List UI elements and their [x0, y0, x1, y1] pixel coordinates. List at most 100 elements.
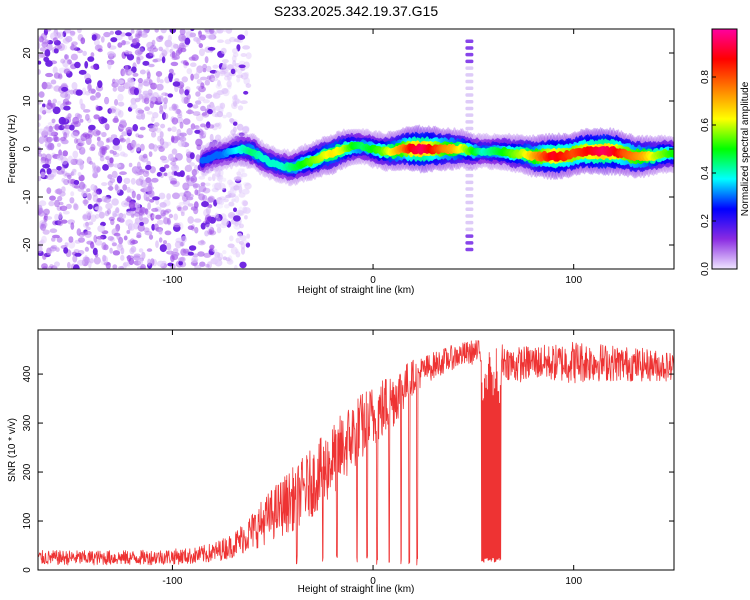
heatmap-noise-blob: [38, 114, 42, 121]
heatmap-x-tick-label: 100: [565, 275, 582, 286]
heatmap-noise-blob: [112, 86, 118, 92]
heatmap-noise-blob: [180, 47, 187, 53]
heatmap-noise-blob: [243, 90, 249, 95]
heatmap-noise-blob: [193, 201, 199, 209]
heatmap-noise-blob: [61, 86, 69, 92]
heatmap-noise-blob: [112, 250, 121, 256]
heatmap-noise-blob: [130, 246, 137, 253]
heatmap-noise-blob: [212, 108, 216, 114]
heatmap-noise-blob: [163, 217, 169, 225]
heatmap-noise-blob: [112, 144, 120, 151]
heatmap-noise-blob: [186, 109, 194, 115]
heatmap-noise-blob: [207, 124, 215, 129]
heatmap-noise-blob: [142, 170, 150, 177]
heatmap-noise-blob: [187, 203, 194, 207]
heatmap-noise-blob: [132, 72, 139, 77]
heatmap-noise-blob: [96, 140, 104, 147]
heatmap-noise-blob: [226, 259, 234, 265]
heatmap-noise-blob: [130, 140, 137, 148]
heatmap-noise-blob: [151, 39, 156, 46]
heatmap-noise-blob: [90, 214, 97, 223]
heatmap-noise-blob: [76, 228, 82, 236]
heatmap-noise-blob: [184, 164, 193, 172]
heatmap-noise-blob: [158, 192, 166, 200]
heatmap-noise-blob: [45, 136, 54, 143]
heatmap-noise-blob: [235, 237, 240, 244]
heatmap-noise-blob: [229, 235, 234, 242]
heatmap-noise-blob: [107, 162, 114, 168]
heatmap-noise-blob: [106, 208, 112, 215]
heatmap-noise-blob: [87, 203, 93, 210]
heatmap-stripe-cell: [465, 247, 474, 252]
heatmap-noise-blob: [151, 177, 159, 183]
heatmap-noise-blob: [64, 54, 68, 60]
heatmap-noise-blob: [109, 157, 114, 164]
heatmap-noise-blob: [53, 136, 60, 143]
heatmap-noise-blob: [139, 46, 146, 52]
heatmap-noise-blob: [53, 85, 61, 92]
heatmap-noise-blob: [38, 146, 42, 154]
heatmap-noise-blob: [204, 223, 213, 230]
heatmap-noise-blob: [194, 264, 202, 269]
heatmap-noise-blob: [85, 113, 90, 121]
heatmap-noise-blob: [197, 96, 206, 101]
heatmap-noise-blob: [46, 247, 52, 256]
heatmap-noise-blob: [174, 78, 180, 82]
heatmap-noise-blob: [180, 92, 186, 99]
heatmap-noise-blob: [189, 162, 195, 167]
heatmap-ridge-cell: [669, 150, 674, 158]
heatmap-noise-blob: [212, 248, 218, 253]
heatmap-stripe-cell: [465, 120, 474, 124]
heatmap-noise-blob: [181, 235, 187, 243]
heatmap-noise-blob: [45, 153, 52, 162]
heatmap-noise-blob: [57, 73, 63, 80]
heatmap-noise-blob: [85, 77, 92, 85]
heatmap-noise-blob: [231, 102, 238, 110]
heatmap-noise-blob: [203, 252, 212, 258]
heatmap-noise-blob: [89, 95, 96, 101]
heatmap-noise-blob: [159, 131, 164, 139]
heatmap-noise-blob: [85, 226, 91, 231]
heatmap-noise-blob: [126, 186, 131, 193]
heatmap-noise-blob: [138, 258, 144, 266]
heatmap-noise-blob: [238, 210, 245, 217]
chart-title: S233.2025.342.19.37.G15: [274, 3, 438, 19]
heatmap-noise-blob: [171, 117, 179, 125]
heatmap-noise-blob: [172, 192, 180, 200]
heatmap-noise-blob: [107, 61, 112, 70]
heatmap-noise-blob: [57, 31, 64, 40]
heatmap-noise-blob: [159, 109, 164, 114]
heatmap-noise-blob: [135, 143, 141, 152]
heatmap-noise-blob: [195, 154, 201, 163]
heatmap-noise-blob: [42, 229, 50, 235]
heatmap-noise-blob: [178, 33, 187, 42]
heatmap-noise-blob: [38, 208, 43, 214]
heatmap-noise-blob: [41, 130, 49, 138]
heatmap-noise-blob: [194, 189, 199, 196]
heatmap-noise-blob: [219, 102, 226, 110]
heatmap-noise-blob: [129, 238, 136, 246]
heatmap-noise-blob: [235, 251, 241, 258]
heatmap-noise-blob: [38, 60, 42, 65]
heatmap-noise-blob: [187, 108, 192, 115]
heatmap-noise-blob: [164, 230, 172, 236]
heatmap-noise-blob: [135, 178, 144, 186]
heatmap-noise-blob: [136, 166, 140, 173]
heatmap-noise-blob: [70, 53, 78, 61]
heatmap-noise-blob: [63, 247, 69, 254]
heatmap-noise-blob: [179, 29, 186, 36]
heatmap-noise-blob: [117, 42, 123, 48]
heatmap-noise-blob: [42, 38, 49, 45]
heatmap-noise-blob: [238, 64, 246, 69]
heatmap-noise-blob: [154, 29, 159, 33]
heatmap-stripe-cell: [465, 73, 474, 77]
heatmap-noise-blob: [186, 128, 193, 136]
heatmap-noise-blob: [47, 121, 55, 126]
heatmap-noise-blob: [170, 161, 177, 166]
heatmap-noise-blob: [190, 175, 198, 183]
heatmap-noise-blob: [145, 93, 151, 99]
heatmap-noise-blob: [134, 49, 143, 56]
heatmap-noise-blob: [245, 242, 251, 248]
heatmap-noise-blob: [222, 29, 227, 33]
heatmap-noise-blob: [164, 164, 170, 169]
